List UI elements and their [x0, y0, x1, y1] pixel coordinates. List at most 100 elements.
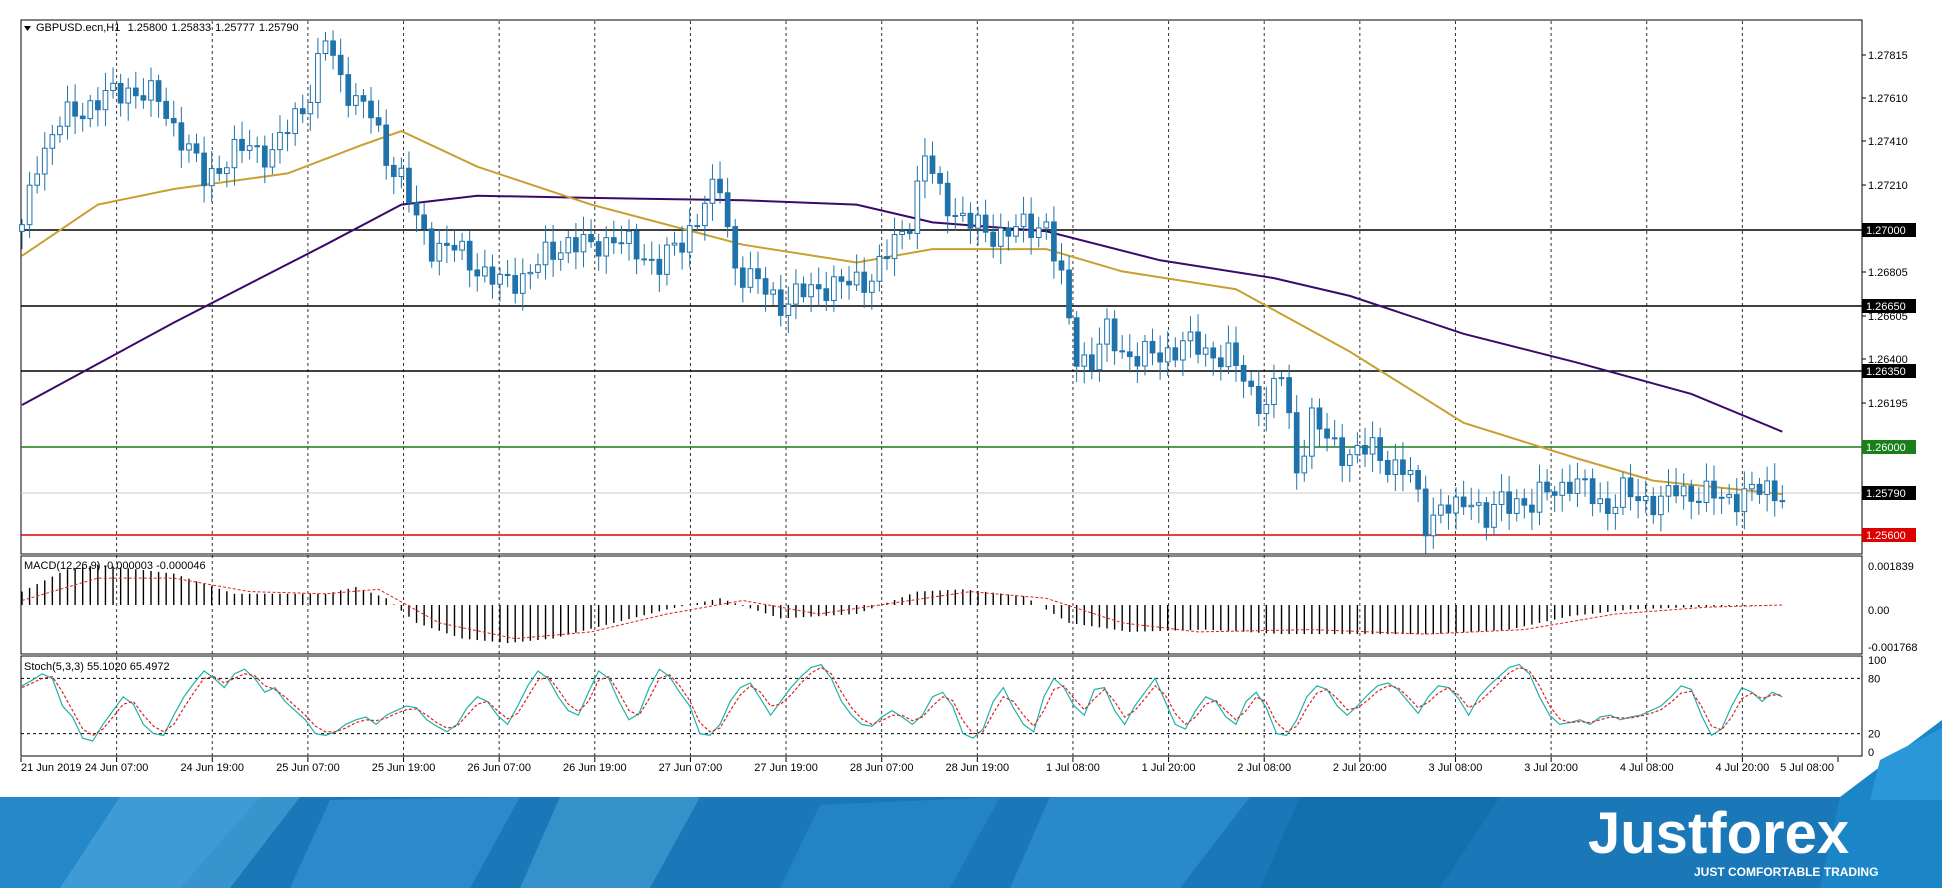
candle-body-bull	[186, 143, 192, 151]
candlestick	[1081, 342, 1088, 384]
candle-body-bear	[1066, 269, 1072, 319]
macd-signal-line	[21, 577, 1783, 640]
candle-body-bull	[527, 271, 534, 275]
candlestick	[64, 85, 71, 140]
candlestick	[815, 267, 822, 307]
level-price-box	[1862, 364, 1916, 378]
candlestick	[1574, 462, 1581, 508]
candle-body-bull	[436, 242, 443, 262]
candlestick	[732, 218, 739, 286]
candlestick	[254, 136, 261, 163]
candlestick	[34, 156, 41, 194]
branding-banner: Justforex JUST COMFORTABLE TRADING	[0, 720, 1942, 888]
candle-body-bull	[557, 252, 564, 260]
candle-body-bear	[1217, 357, 1224, 368]
candle-body-bull	[1536, 481, 1543, 513]
candlestick	[838, 268, 845, 299]
candle-body-bull	[57, 125, 63, 136]
candlestick	[1051, 206, 1057, 279]
candlestick	[1309, 397, 1315, 469]
brand-tagline: JUST COMFORTABLE TRADING	[1694, 865, 1878, 879]
candle-body-bull	[603, 237, 610, 257]
candle-body-bear	[1051, 221, 1057, 262]
level-price-box	[1862, 299, 1916, 313]
candlestick	[1733, 478, 1740, 526]
candle-body-bull	[709, 178, 716, 204]
candlestick	[277, 115, 283, 164]
price-tick-label: 1.27210	[1868, 180, 1908, 192]
candlestick	[1589, 468, 1596, 517]
candle-body-bear	[261, 145, 268, 168]
candle-body-bull	[1369, 437, 1376, 455]
level-price-label: 1.26650	[1866, 301, 1906, 313]
candlestick	[1498, 474, 1505, 522]
ohlc-close: 1.25790	[259, 22, 299, 34]
candlestick	[891, 217, 898, 277]
candle-body-bear	[390, 164, 397, 178]
candle-body-bull	[1013, 226, 1019, 237]
candle-body-bull	[1081, 354, 1088, 367]
candle-body-bear	[1415, 470, 1421, 490]
x-tick-label: 1 Jul 08:00	[1046, 762, 1100, 774]
candlestick	[1756, 477, 1763, 504]
candle-body-bear	[1771, 480, 1778, 502]
candlestick	[702, 195, 708, 241]
candlestick	[284, 119, 291, 152]
candle-body-bear	[929, 155, 936, 174]
candlestick	[1764, 466, 1770, 512]
candle-body-bull	[1749, 483, 1755, 490]
candle-body-bear	[800, 283, 807, 298]
candle-body-bull	[1703, 480, 1710, 504]
candle-body-bear	[823, 288, 830, 302]
candlestick	[580, 216, 587, 268]
candle-body-bull	[694, 225, 701, 228]
candlestick	[330, 30, 336, 70]
candlestick	[1149, 328, 1156, 366]
candlestick	[1483, 496, 1490, 541]
candle-body-bull	[1475, 502, 1482, 506]
candlestick	[1377, 427, 1384, 474]
candle-body-bear	[717, 178, 723, 194]
candlestick	[1164, 331, 1171, 376]
candlestick	[1551, 485, 1558, 513]
candle-body-bull	[671, 242, 678, 246]
candlestick	[421, 202, 427, 245]
candle-body-bear	[72, 101, 78, 117]
candlestick	[459, 232, 465, 260]
candlestick	[777, 274, 784, 327]
candlestick	[739, 256, 746, 303]
candlestick	[1058, 243, 1065, 285]
candle-body-bear	[201, 152, 207, 187]
candlestick	[762, 267, 769, 312]
candle-body-bear	[239, 138, 245, 151]
x-tick-label: 2 Jul 08:00	[1237, 762, 1291, 774]
candle-body-bull	[702, 202, 708, 227]
candlestick	[1013, 214, 1019, 243]
candle-body-bull	[1392, 459, 1399, 475]
candlestick	[26, 171, 33, 238]
candle-body-bear	[990, 231, 997, 247]
macd-tick-label: -0.001768	[1868, 642, 1918, 654]
candlestick	[1559, 468, 1566, 512]
candle-body-bear	[1673, 485, 1679, 497]
candlestick	[876, 244, 883, 292]
candlestick	[724, 177, 731, 238]
candle-body-bull	[535, 264, 541, 273]
candlestick	[178, 106, 185, 168]
candle-body-bull	[1035, 227, 1042, 239]
candle-body-bull	[87, 100, 94, 120]
candle-body-bear	[1529, 504, 1535, 513]
candlestick	[390, 156, 397, 195]
candle-body-bear	[1233, 342, 1239, 366]
candlestick	[1271, 364, 1277, 419]
candlestick	[573, 222, 579, 270]
candle-body-bull	[110, 82, 116, 92]
candle-body-bear	[762, 278, 769, 295]
symbol-dropdown-icon[interactable]	[24, 26, 31, 31]
candle-body-bear	[906, 230, 913, 234]
candle-body-bear	[1088, 354, 1095, 371]
candlestick	[1263, 386, 1270, 432]
x-tick-label: 27 Jun 07:00	[659, 762, 723, 774]
candle-body-bull	[307, 101, 314, 115]
candle-body-bear	[79, 115, 86, 120]
